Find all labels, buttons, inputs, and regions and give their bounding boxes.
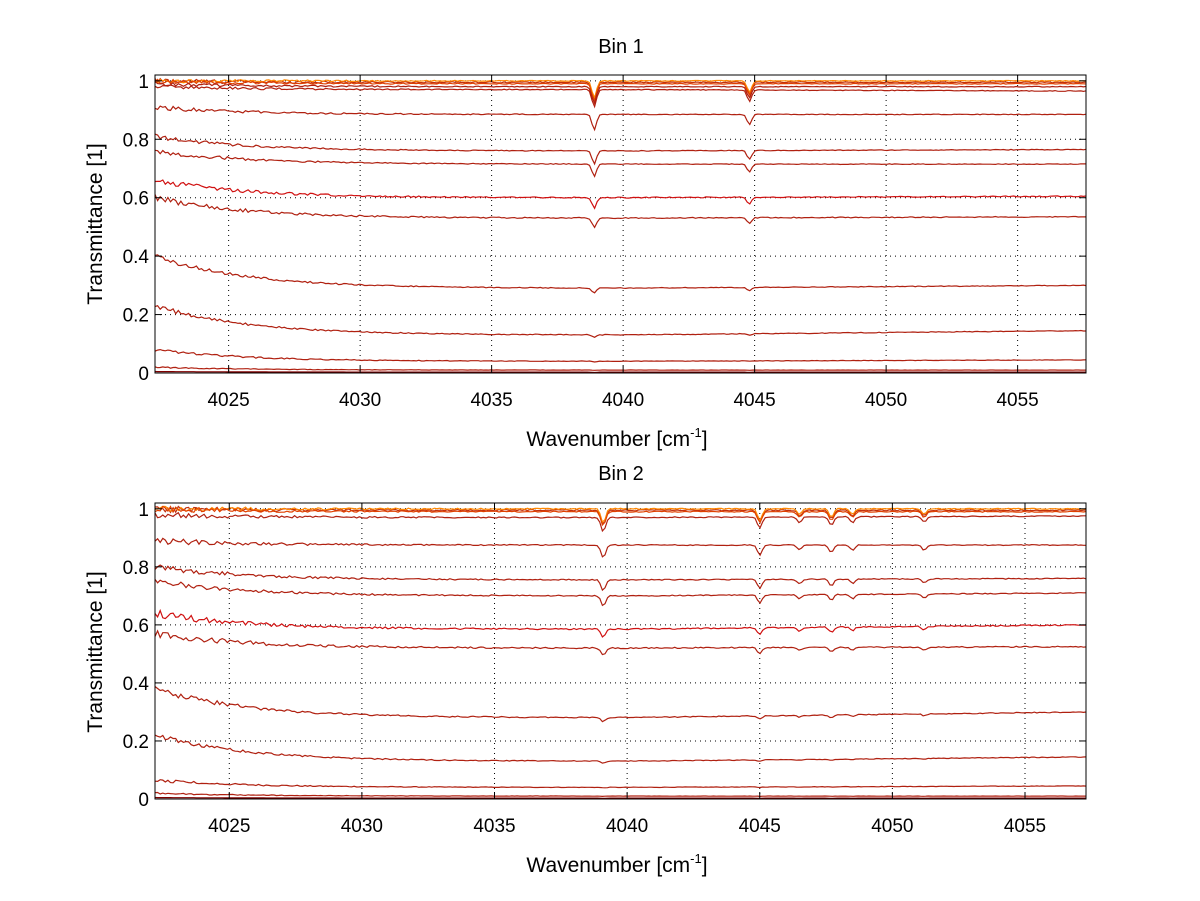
bin-2-x-axis-label: Wavenumber [cm-1]: [526, 851, 707, 877]
bin-2-y-tick-label: 0.2: [123, 732, 149, 753]
bin-2-x-tick-label: 4035: [473, 816, 515, 837]
bin-2-y-axis-label: Transmittance [1]: [84, 571, 107, 732]
bin-1-x-axis-label: Wavenumber [cm-1]: [526, 425, 707, 451]
bin-2-x-tick-label: 4040: [606, 816, 648, 837]
bin-1-y-tick-label: 0.6: [123, 189, 149, 210]
bin-1-series-line: [154, 84, 1087, 109]
bin-1-panel: Bin 1 4025 4030 4035 4040 4045 4050 4055 00.20…: [84, 36, 1087, 451]
bin-2-series-line: [154, 608, 1087, 638]
bin-2-x-tick-label: 4055: [1004, 816, 1046, 837]
bin-1-y-tick-label: 0.8: [123, 130, 149, 151]
bin-2-series-line: [154, 686, 1087, 723]
bin-2-x-axis-label-end: ]: [702, 854, 708, 877]
bin-2-series-line: [154, 579, 1086, 607]
bin-2-series-line: [154, 791, 1086, 798]
bin-1-x-tick-label: 4035: [470, 390, 512, 411]
bin-2-x-ticks: 4025 4030 4035 4040 4045 4050 4055: [208, 503, 1046, 837]
bin-1-series-line: [154, 366, 1086, 371]
bin-2-y-ticks: 0 0.2 0.4 0.6 0.8 1: [123, 500, 1086, 811]
bin-2-x-axis-label-superscript: -1: [690, 851, 702, 866]
bin-1-x-axis-label-superscript: -1: [690, 425, 702, 440]
bin-1-y-tick-label: 0.4: [123, 247, 150, 268]
bin-2-series-line: [154, 564, 1087, 592]
bin-2-x-tick-label: 4045: [739, 816, 781, 837]
bin-2-series-line: [154, 779, 1087, 789]
bin-1-series-line: [154, 194, 1086, 229]
bin-1-series-line: [154, 254, 1087, 294]
bin-1-y-tick-label: 1: [138, 72, 149, 93]
bin-1-series-line: [154, 304, 1086, 338]
bin-1-series-line: [154, 81, 1087, 106]
bin-2-panel: Bin 2 4025 4030 4035 4040 4045 4050 4055 00.20…: [84, 463, 1087, 877]
bin-1-series: [154, 77, 1087, 374]
bin-2-series-line: [154, 734, 1087, 764]
bin-1-x-axis-label-end: ]: [702, 428, 708, 451]
bin-2-y-tick-label: 0.8: [123, 558, 149, 579]
bin-1-x-ticks: 4025 4030 4035 4040 4045 4050 4055: [207, 75, 1039, 411]
bin-2-series: [154, 505, 1087, 800]
bin-1-title: Bin 1: [598, 36, 644, 58]
bin-2-x-tick-label: 4050: [871, 816, 913, 837]
bin-2-series-line: [154, 511, 1086, 533]
bin-2-x-tick-label: 4025: [208, 816, 250, 837]
bin-2-series-line: [154, 505, 1087, 524]
bin-1-series-line: [154, 348, 1087, 363]
bin-1-x-tick-label: 4050: [865, 390, 907, 411]
bin-2-series-line: [154, 505, 1087, 527]
bin-1-series-line: [154, 149, 1086, 178]
bin-1-x-tick-label: 4040: [602, 390, 644, 411]
bin-2-series-line: [154, 537, 1086, 558]
bin-1-series-line: [154, 78, 1087, 100]
bin-1-x-tick-label: 4025: [207, 390, 249, 411]
bin-2-series-line: [154, 629, 1087, 656]
bin-2-series-line: [154, 796, 1086, 800]
bin-2-y-tick-label: 0.4: [123, 674, 150, 695]
bin-2-y-tick-label: 0: [138, 790, 149, 811]
bin-1-series-line: [154, 133, 1087, 166]
bin-1-y-axis-label: Transmittance [1]: [84, 143, 107, 304]
bin-2-y-tick-label: 1: [138, 500, 149, 521]
bin-1-y-tick-label: 0.2: [123, 306, 149, 327]
bin-1-series-line: [154, 370, 1086, 374]
bin-1-x-axis-label-main: Wavenumber [cm: [526, 428, 690, 451]
bin-1-series-line: [154, 179, 1087, 210]
bin-2-x-tick-label: 4030: [341, 816, 383, 837]
bin-1-x-tick-label: 4045: [733, 390, 775, 411]
bin-2-x-axis-label-main: Wavenumber [cm: [526, 854, 690, 877]
bin-1-x-tick-label: 4030: [339, 390, 381, 411]
bin-1-axes-frame: [154, 74, 1087, 374]
bin-2-axes-frame: [154, 502, 1087, 800]
bin-1-series-line: [154, 78, 1087, 103]
bin-1-y-tick-label: 0: [138, 364, 149, 385]
bin-2-title: Bin 2: [598, 463, 644, 485]
bin-1-series-line: [154, 77, 1087, 102]
bin-1-y-ticks: 0 0.2 0.4 0.6 0.8 1: [123, 72, 1086, 385]
bin-2-y-tick-label: 0.6: [123, 616, 149, 637]
bin-1-series-line: [154, 105, 1087, 132]
bin-1-x-tick-label: 4055: [996, 390, 1038, 411]
